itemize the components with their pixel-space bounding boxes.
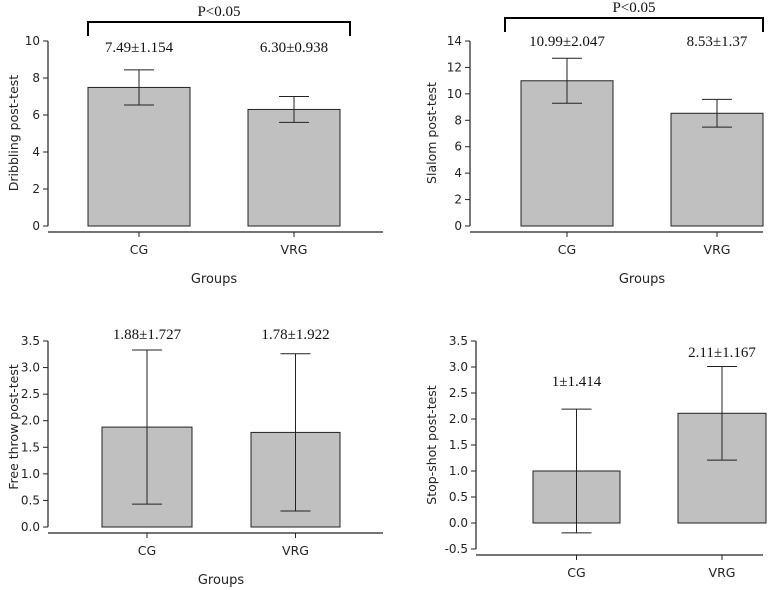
- chart4-y-tick-label: 0.0: [449, 516, 468, 530]
- chart1-significance-label: P<0.05: [197, 4, 240, 20]
- chart2-value-label: 8.53±1.37: [687, 34, 748, 50]
- chart2-bar-vrg: [670, 112, 764, 227]
- chart1-y-tick-label: 0: [32, 219, 40, 233]
- chart3-category-label: CG: [138, 543, 156, 558]
- chart1-category-label: VRG: [281, 242, 308, 257]
- chart3-y-axis-title: Free throw post-test: [6, 364, 21, 490]
- chart2-category-label: CG: [558, 242, 576, 257]
- chart3-y-tick-label: 3.0: [21, 361, 40, 375]
- chart3-category-label: VRG: [282, 543, 309, 558]
- chart1-panel: 0 2 4 6 8 10 CG 7.49±1.154 VRG 6.30±0.938 Groups Dr…: [6, 4, 383, 287]
- chart2-significance-bracket: [504, 17, 764, 32]
- chart2-y-tick-label: 10: [447, 87, 462, 101]
- chart1-y-axis-title: Dribbling post-test: [6, 75, 21, 191]
- chart1-x-axis-title: Groups: [191, 272, 238, 287]
- chart3-y-tick-label: 0.0: [21, 520, 40, 534]
- chart3-y-tick-label: 1.5: [21, 440, 40, 454]
- chart2-y-axis-title: Slalom post-test: [424, 82, 439, 184]
- chart1-value-label: 7.49±1.154: [105, 40, 174, 56]
- chart2-x-axis-title: Groups: [619, 272, 666, 287]
- chart3-y-tick-label: 2.0: [21, 414, 40, 428]
- chart4-y-tick-label: 3.5: [449, 334, 468, 348]
- chart3-y-tick-label: 2.5: [21, 387, 40, 401]
- chart4-bar-vrg: [677, 412, 767, 524]
- chart4-y-tick-label: 2.0: [449, 412, 468, 426]
- chart3-panel: 0.0 0.5 1.0 1.5 2.0 2.5 3.0 3.5 CG 1.88±1.727 VRG 1…: [6, 327, 383, 588]
- chart1-category-label: CG: [130, 242, 148, 257]
- chart1-y-tick-label: 10: [25, 34, 40, 48]
- chart4-y-tick-label: 3.0: [449, 360, 468, 374]
- chart1-y-tick-label: 6: [32, 108, 40, 122]
- chart4-y-tick-label: 2.5: [449, 386, 468, 400]
- chart4-panel: -0.5 0.0 0.5 1.0 1.5 2.0 2.5 3.0 3.5 CG 1±1.414 VRG…: [424, 334, 767, 580]
- chart4-category-label: VRG: [709, 565, 736, 580]
- chart2-y-tick-label: 2: [454, 193, 462, 207]
- chart3-value-label: 1.88±1.727: [113, 327, 182, 343]
- chart1-value-label: 6.30±0.938: [260, 40, 328, 56]
- chart3-y-tick-label: 3.5: [21, 334, 40, 348]
- chart2-y-tick-label: 14: [447, 34, 462, 48]
- chart2-bar-cg: [520, 80, 614, 227]
- chart2-category-label: VRG: [704, 242, 731, 257]
- chart4-category-label: CG: [567, 565, 585, 580]
- chart4-y-axis-title: Stop-shot post-test: [424, 385, 439, 504]
- chart1-y-tick-label: 4: [32, 145, 40, 159]
- chart3-value-label: 1.78±1.922: [261, 327, 329, 343]
- chart4-value-label: 2.11±1.167: [688, 345, 756, 361]
- chart1-bar-cg: [87, 86, 191, 227]
- chart3-y-tick-label: 0.5: [21, 493, 40, 507]
- chart1-bar-vrg: [247, 108, 341, 227]
- chart2-y-tick-label: 8: [454, 113, 462, 127]
- chart2-significance-label: P<0.05: [612, 0, 655, 16]
- chart1-y-tick-label: 2: [32, 182, 40, 196]
- chart2-y-tick-label: 6: [454, 140, 462, 154]
- chart1-y-tick-label: 8: [32, 71, 40, 85]
- chart4-value-label: 1±1.414: [552, 374, 602, 390]
- chart4-y-tick-label: 0.5: [449, 490, 468, 504]
- chart2-panel: 0 2 4 6 8 10 12 14 CG 10.99±2.047 VRG 8.53±1.37 Grou…: [424, 0, 764, 287]
- chart3-x-axis-title: Groups: [198, 573, 245, 588]
- chart2-value-label: 10.99±2.047: [529, 34, 605, 50]
- chart2-y-tick-label: 12: [447, 60, 462, 74]
- chart4-y-tick-label: 1.0: [449, 464, 468, 478]
- chart1-significance-bracket: [87, 21, 351, 36]
- chart4-y-tick-label: -0.5: [445, 542, 468, 556]
- chart2-y-tick-label: 4: [454, 166, 462, 180]
- chart3-y-tick-label: 1.0: [21, 467, 40, 481]
- chart2-y-tick-label: 0: [454, 219, 462, 233]
- chart4-y-tick-label: 1.5: [449, 438, 468, 452]
